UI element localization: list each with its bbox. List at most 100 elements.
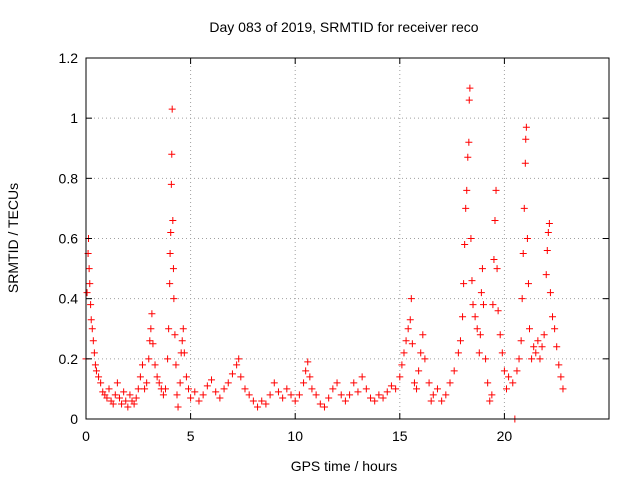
- data-point: [520, 204, 528, 212]
- data-point: [316, 400, 324, 408]
- data-point: [89, 337, 97, 345]
- data-point: [513, 367, 521, 375]
- data-point: [254, 403, 262, 411]
- data-point: [509, 379, 517, 387]
- data-point: [103, 394, 111, 402]
- data-point: [442, 391, 450, 399]
- data-point: [166, 280, 174, 288]
- data-point: [465, 138, 473, 146]
- data-point: [530, 343, 538, 351]
- data-point: [354, 388, 362, 396]
- data-point: [502, 385, 510, 393]
- x-tick-label: 10: [287, 428, 303, 444]
- y-axis-label: SRMTID / TECUs: [5, 183, 21, 293]
- data-point: [130, 400, 138, 408]
- data-point: [266, 391, 274, 399]
- data-point: [333, 379, 341, 387]
- x-tick-label: 20: [497, 428, 513, 444]
- data-point: [136, 373, 144, 381]
- data-point: [161, 385, 169, 393]
- data-point: [191, 388, 199, 396]
- data-point: [291, 397, 299, 405]
- data-point: [86, 280, 94, 288]
- data-point: [341, 397, 349, 405]
- data-point: [270, 379, 278, 387]
- data-point: [500, 367, 508, 375]
- data-point: [249, 397, 257, 405]
- data-point: [557, 373, 565, 381]
- data-points: [82, 84, 567, 423]
- data-point: [148, 310, 156, 318]
- data-point: [415, 367, 423, 375]
- data-point: [490, 256, 498, 264]
- data-point: [224, 379, 232, 387]
- data-point: [486, 397, 494, 405]
- data-point: [467, 235, 475, 242]
- data-point: [461, 241, 469, 249]
- data-point: [287, 391, 295, 399]
- data-point: [146, 337, 154, 345]
- data-point: [132, 394, 140, 402]
- data-point: [87, 316, 95, 324]
- data-point: [496, 331, 504, 339]
- data-point: [407, 295, 415, 303]
- data-point: [406, 316, 414, 324]
- data-point: [417, 349, 425, 357]
- data-point: [534, 337, 542, 345]
- data-point: [450, 367, 458, 375]
- data-point: [350, 379, 358, 387]
- data-point: [532, 349, 540, 357]
- plot-frame: [85, 57, 610, 420]
- y-tick-label: 0.6: [59, 231, 79, 247]
- data-point: [392, 385, 400, 393]
- data-point: [151, 361, 159, 369]
- data-point: [543, 247, 551, 255]
- data-point: [262, 400, 270, 408]
- data-point: [179, 325, 187, 333]
- data-point: [170, 295, 178, 303]
- data-point: [90, 349, 98, 357]
- x-tick-label: 15: [392, 428, 408, 444]
- data-point: [134, 385, 142, 393]
- data-point: [308, 385, 316, 393]
- data-point: [302, 367, 310, 375]
- data-point: [233, 361, 241, 369]
- data-point: [143, 379, 151, 387]
- data-point: [551, 325, 559, 333]
- data-point: [185, 385, 193, 393]
- data-point: [460, 280, 468, 288]
- data-point: [400, 349, 408, 357]
- data-point: [320, 403, 328, 411]
- data-point: [145, 355, 153, 363]
- data-point: [433, 385, 441, 393]
- data-point: [165, 325, 173, 333]
- data-point: [476, 331, 484, 339]
- y-tick-label: 1.2: [59, 50, 79, 66]
- data-point: [312, 391, 320, 399]
- data-point: [180, 349, 188, 357]
- x-tick-label: 0: [82, 428, 90, 444]
- data-point: [464, 153, 472, 161]
- data-point: [126, 391, 134, 399]
- data-point: [379, 394, 387, 402]
- data-point: [228, 370, 236, 378]
- data-point: [187, 394, 195, 402]
- data-point: [97, 379, 105, 387]
- data-point: [337, 391, 345, 399]
- data-point: [375, 391, 383, 399]
- data-point: [118, 400, 126, 408]
- data-point: [155, 379, 163, 387]
- data-point: [454, 349, 462, 357]
- data-point: [559, 385, 567, 393]
- data-point: [521, 159, 529, 167]
- data-point: [274, 388, 282, 396]
- data-point: [488, 391, 496, 399]
- data-point: [122, 397, 130, 405]
- data-point: [120, 388, 128, 396]
- data-point: [538, 343, 546, 351]
- data-point: [484, 379, 492, 387]
- data-point: [174, 403, 182, 411]
- data-point: [367, 394, 375, 402]
- data-point: [279, 394, 287, 402]
- y-tick-label: 0.2: [59, 351, 79, 367]
